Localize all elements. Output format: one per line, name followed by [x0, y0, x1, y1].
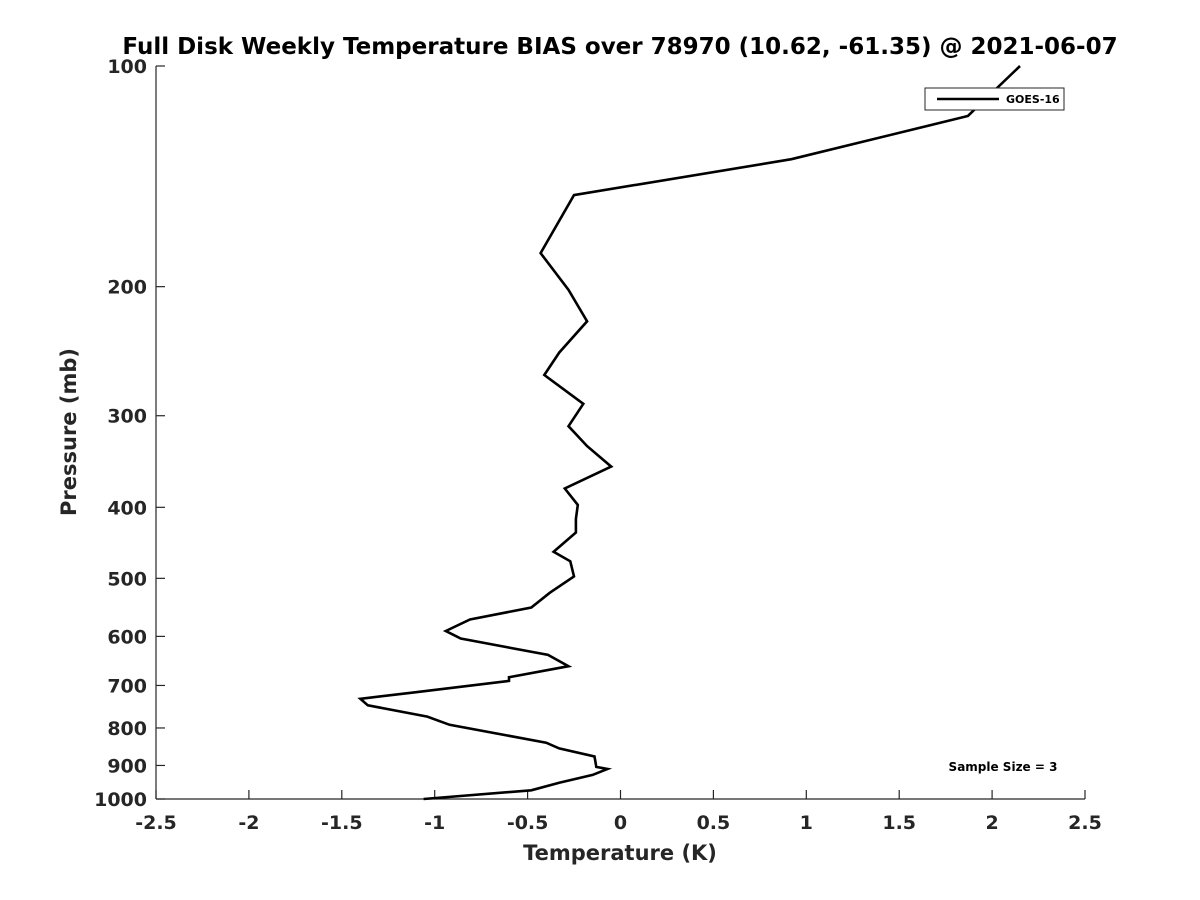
x-ticks: -2.5 -2 -1.5 -1 -0.5 0 0.5 1 1.5 2 2.5	[135, 790, 1102, 834]
x-tick-label: -2.5	[135, 812, 177, 834]
x-tick-label: 0.5	[697, 812, 731, 834]
y-tick-label: 500	[107, 568, 147, 590]
legend-label-goes-16: GOES-16	[1006, 93, 1060, 106]
x-axis-label: Temperature (K)	[523, 841, 717, 865]
y-tick-label: 900	[107, 755, 147, 777]
axes	[155, 66, 1085, 800]
y-tick-label: 300	[107, 406, 147, 428]
x-tick-label: 1.5	[882, 812, 916, 834]
x-tick-label: -0.5	[507, 812, 549, 834]
x-tick-label: -1	[424, 812, 445, 834]
y-tick-label: 600	[107, 626, 147, 648]
x-tick-label: -2	[238, 812, 259, 834]
y-tick-label: 700	[107, 675, 147, 697]
y-axis-label: Pressure (mb)	[57, 348, 81, 516]
y-tick-label: 400	[107, 497, 147, 519]
x-tick-label: 0	[614, 812, 627, 834]
x-tick-label: 2.5	[1068, 812, 1102, 834]
chart-title: Full Disk Weekly Temperature BIAS over 7…	[122, 34, 1117, 60]
series-layer	[357, 65, 1021, 801]
x-tick-label: -1.5	[321, 812, 363, 834]
y-tick-label: 800	[107, 718, 147, 740]
x-tick-label: 1	[800, 812, 813, 834]
sample-size-annotation: Sample Size = 3	[949, 760, 1058, 774]
y-ticks: 100 200 300 400 500 600 700 800 900 1000	[94, 56, 165, 811]
legend: GOES-16	[924, 87, 1065, 111]
x-tick-label: 2	[985, 812, 998, 834]
series-line-goes-16	[357, 65, 1021, 801]
y-tick-label: 1000	[94, 789, 147, 811]
y-tick-label: 100	[107, 56, 147, 78]
y-tick-label: 200	[107, 277, 147, 299]
